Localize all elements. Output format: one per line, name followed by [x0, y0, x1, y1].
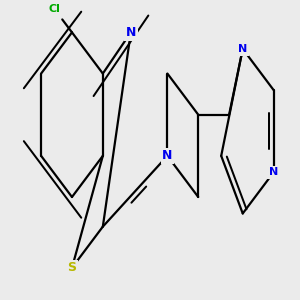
Text: N: N [238, 44, 248, 54]
Text: Cl: Cl [49, 4, 60, 14]
Text: S: S [68, 261, 76, 274]
Text: N: N [269, 167, 278, 177]
Text: N: N [162, 149, 172, 162]
Text: N: N [126, 26, 136, 39]
